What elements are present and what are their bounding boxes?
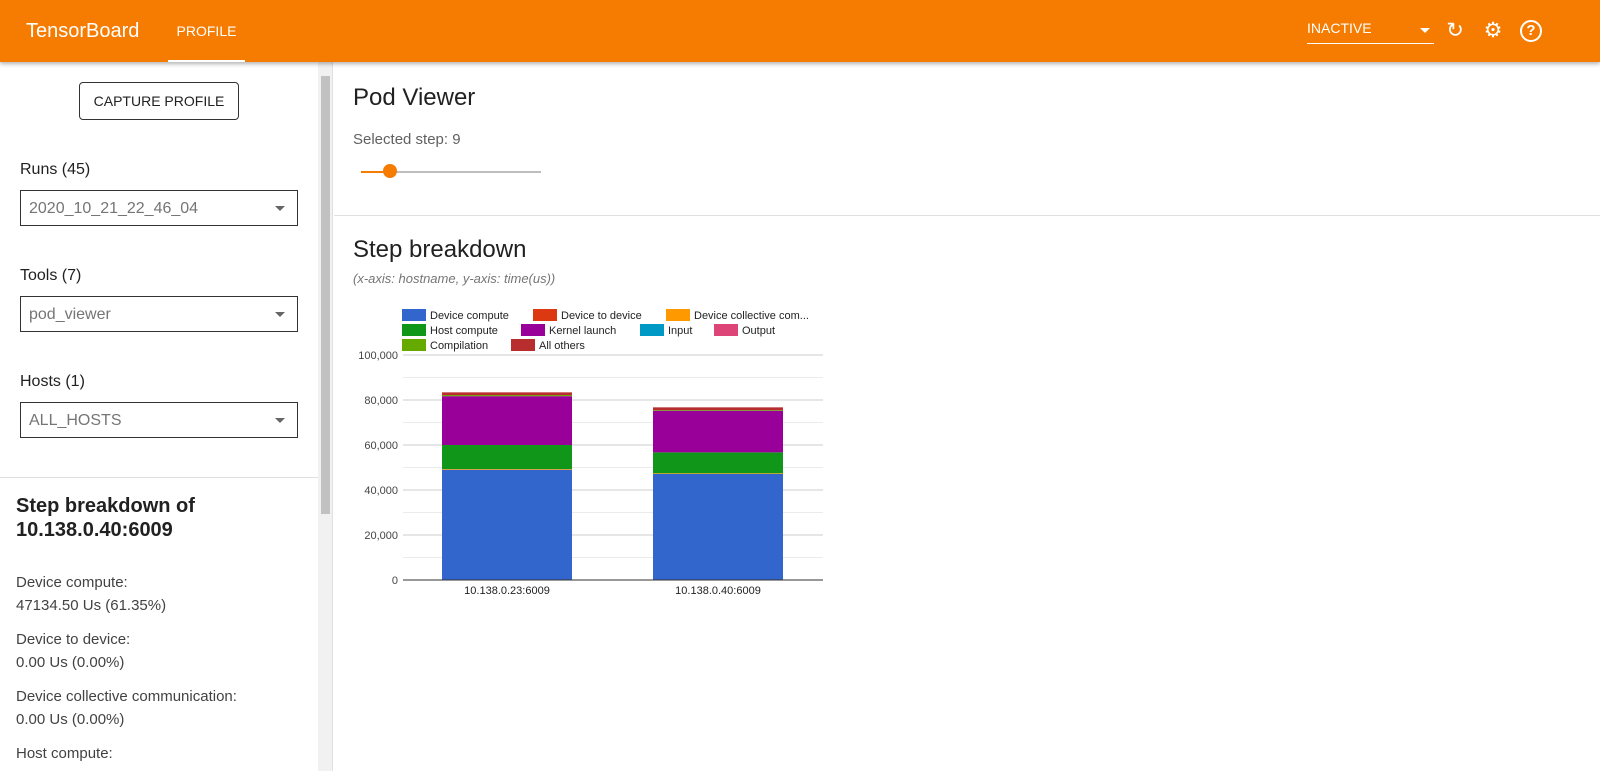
- run-status-select[interactable]: INACTIVE: [1307, 20, 1434, 44]
- top-app-bar: TensorBoard PROFILE INACTIVE ↻ ⚙ ?: [0, 0, 1600, 62]
- dropdown-arrow-icon: [275, 418, 285, 423]
- stat-label: Device to device:: [16, 631, 131, 648]
- refresh-icon[interactable]: ↻: [1446, 19, 1464, 42]
- main-content: Pod Viewer Selected step: 9 Step breakdo…: [334, 62, 1600, 771]
- tools-label: Tools (7): [20, 267, 82, 284]
- runs-select[interactable]: 2020_10_21_22_46_04: [20, 190, 298, 226]
- sidebar: [0, 62, 318, 771]
- help-icon[interactable]: ?: [1520, 20, 1542, 42]
- selected-step-label: Selected step: 9: [353, 131, 461, 148]
- sidebar-scrollbar[interactable]: [318, 62, 333, 771]
- dropdown-arrow-icon: [275, 312, 285, 317]
- slider-thumb[interactable]: [382, 164, 397, 178]
- page-title: Pod Viewer: [353, 84, 476, 111]
- scrollbar-thumb[interactable]: [321, 76, 330, 514]
- section-subtitle: (x-axis: hostname, y-axis: time(us)): [353, 271, 556, 286]
- breakdown-host-title: Step breakdown of 10.138.0.40:6009: [16, 495, 195, 541]
- divider: [0, 477, 318, 478]
- dropdown-arrow-icon: [275, 206, 285, 211]
- stat-label: Device collective communication:: [16, 688, 237, 705]
- section-title: Step breakdown: [353, 236, 527, 263]
- runs-label: Runs (45): [20, 161, 91, 178]
- hosts-select[interactable]: ALL_HOSTS: [20, 402, 298, 438]
- settings-icon[interactable]: ⚙: [1483, 19, 1503, 42]
- stat-label: Host compute:: [16, 745, 113, 762]
- tab-profile[interactable]: PROFILE: [168, 0, 245, 62]
- tools-value: pod_viewer: [29, 306, 111, 323]
- dropdown-arrow-icon: [1420, 28, 1430, 33]
- hosts-label: Hosts (1): [20, 373, 85, 390]
- step-slider[interactable]: [361, 164, 541, 178]
- slider-fill: [361, 171, 390, 173]
- tools-select[interactable]: pod_viewer: [20, 296, 298, 332]
- hosts-value: ALL_HOSTS: [29, 412, 122, 429]
- stat-value: 47134.50 Us (61.35%): [16, 597, 167, 614]
- stat-value: 0.00 Us (0.00%): [16, 711, 125, 728]
- app-title: TensorBoard: [26, 20, 140, 42]
- run-status-value: INACTIVE: [1307, 20, 1372, 36]
- stat-value: 0.00 Us (0.00%): [16, 654, 125, 671]
- stat-label: Device compute:: [16, 574, 128, 591]
- runs-value: 2020_10_21_22_46_04: [29, 200, 199, 217]
- divider: [334, 215, 1600, 216]
- capture-profile-button[interactable]: CAPTURE PROFILE: [79, 82, 239, 120]
